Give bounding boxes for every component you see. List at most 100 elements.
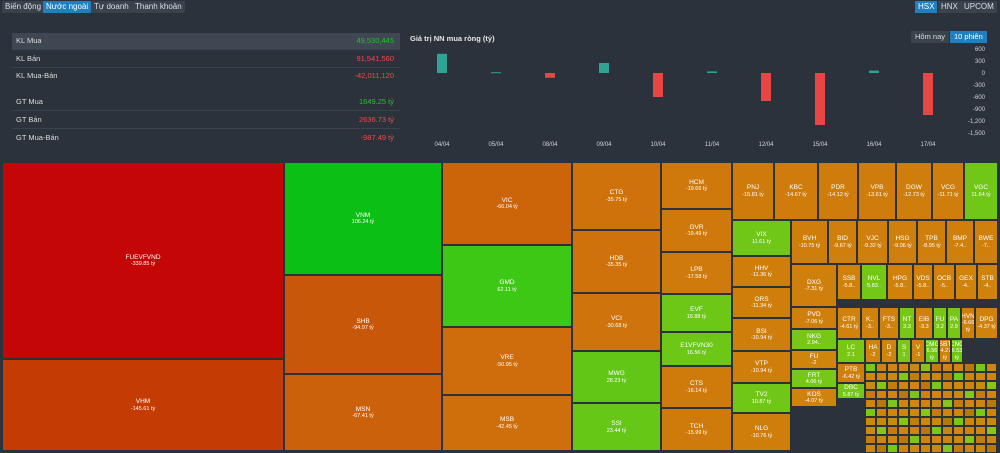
treemap-small-cell[interactable]	[909, 363, 920, 372]
treemap-cell[interactable]: CTS -16.14 tỷ	[661, 366, 732, 408]
treemap-small-cell[interactable]	[920, 363, 931, 372]
treemap-cell[interactable]: CTG -35.75 tỷ	[572, 162, 661, 230]
treemap-cell[interactable]: E1VFVN30 16.56 tỷ	[661, 332, 732, 366]
treemap-cell[interactable]: DBC 5.87 tỷ	[837, 383, 865, 399]
treemap-cell[interactable]: CNG6.53 tỷ	[951, 339, 963, 363]
treemap-small-cell[interactable]	[909, 408, 920, 417]
treemap-cell[interactable]: SSB -5.8..	[837, 264, 861, 300]
treemap-small-cell[interactable]	[909, 399, 920, 408]
treemap-small-cell[interactable]	[931, 390, 942, 399]
treemap-cell[interactable]: ORS -11.34 tỷ	[732, 287, 791, 318]
treemap-cell[interactable]: VJC -9.32 tỷ	[857, 220, 888, 264]
treemap-cell[interactable]: NLG -10.76 tỷ	[732, 413, 791, 451]
treemap-cell[interactable]: FU -2	[791, 350, 837, 369]
treemap-cell[interactable]: VGC 11.64 tỷ	[964, 162, 998, 220]
treemap-small-cell[interactable]	[920, 408, 931, 417]
treemap-cell[interactable]: DGW -12.73 tỷ	[896, 162, 932, 220]
treemap-small-cell[interactable]	[876, 363, 887, 372]
treemap-small-cell[interactable]	[975, 408, 986, 417]
treemap-small-cell[interactable]	[942, 390, 953, 399]
treemap-small-cell[interactable]	[986, 390, 997, 399]
tab-tu-doanh[interactable]: Tự doanh	[91, 1, 132, 13]
treemap-small-cell[interactable]	[986, 417, 997, 426]
treemap-small-cell[interactable]	[920, 426, 931, 435]
treemap-small-cell[interactable]	[920, 435, 931, 444]
treemap-small-cell[interactable]	[876, 390, 887, 399]
treemap-small-cell[interactable]	[953, 435, 964, 444]
treemap-cell[interactable]: BWE -7..	[974, 220, 998, 264]
treemap-cell[interactable]: VCG -11.71 tỷ	[932, 162, 964, 220]
treemap-small-cell[interactable]	[909, 435, 920, 444]
treemap-cell[interactable]: PA 2.9	[947, 307, 961, 339]
bar[interactable]	[761, 73, 771, 101]
treemap-small-cell[interactable]	[876, 399, 887, 408]
treemap-small-cell[interactable]	[931, 372, 942, 381]
treemap-cell[interactable]: DPG -4.37 tỷ	[975, 307, 998, 339]
treemap-cell[interactable]: BMP -7.4..	[946, 220, 974, 264]
treemap-cell[interactable]: STB -4..	[977, 264, 998, 300]
treemap-small-cell[interactable]	[909, 426, 920, 435]
treemap-cell[interactable]: SBT -4.27 tỷ	[939, 339, 951, 363]
treemap-small-cell[interactable]	[986, 444, 997, 453]
treemap-small-cell[interactable]	[964, 390, 975, 399]
treemap-small-cell[interactable]	[964, 399, 975, 408]
treemap-small-cell[interactable]	[964, 408, 975, 417]
treemap-cell[interactable]: NVL 5.83..	[861, 264, 887, 300]
treemap-small-cell[interactable]	[865, 408, 876, 417]
treemap-cell[interactable]: BVH -10.75 tỷ	[791, 220, 828, 264]
treemap-small-cell[interactable]	[953, 426, 964, 435]
treemap-small-cell[interactable]	[986, 372, 997, 381]
treemap-small-cell[interactable]	[887, 444, 898, 453]
treemap-small-cell[interactable]	[920, 372, 931, 381]
treemap-cell[interactable]: KOS -4.07 tỷ	[791, 388, 837, 407]
treemap-small-cell[interactable]	[865, 399, 876, 408]
treemap-cell[interactable]: FU 3.2	[933, 307, 947, 339]
treemap-small-cell[interactable]	[876, 426, 887, 435]
treemap-small-cell[interactable]	[931, 381, 942, 390]
treemap-cell[interactable]: CMG 6.56 tỷ	[925, 339, 939, 363]
treemap-small-cell[interactable]	[953, 363, 964, 372]
treemap-small-cell[interactable]	[964, 426, 975, 435]
treemap-small-cell[interactable]	[931, 435, 942, 444]
bar[interactable]	[599, 63, 609, 73]
treemap-small-cell[interactable]	[909, 372, 920, 381]
treemap-small-cell[interactable]	[898, 372, 909, 381]
treemap-cell[interactable]: VNM 106.24 tỷ	[284, 162, 442, 275]
treemap-small-cell[interactable]	[898, 399, 909, 408]
treemap-cell[interactable]: VHM -145.61 tỷ	[2, 359, 284, 451]
bar[interactable]	[815, 73, 825, 125]
treemap-cell[interactable]: HSG -9.06 tỷ	[888, 220, 917, 264]
treemap-small-cell[interactable]	[975, 381, 986, 390]
treemap-small-cell[interactable]	[942, 372, 953, 381]
treemap-small-cell[interactable]	[964, 372, 975, 381]
treemap-small-cell[interactable]	[975, 399, 986, 408]
treemap-cell[interactable]: PTB -6.42 tỷ	[837, 363, 865, 383]
treemap-cell[interactable]: K.. -3..	[861, 307, 879, 339]
treemap-small-cell[interactable]	[964, 417, 975, 426]
treemap-small-cell[interactable]	[953, 408, 964, 417]
treemap-small-cell[interactable]	[898, 390, 909, 399]
treemap-small-cell[interactable]	[887, 426, 898, 435]
treemap-cell[interactable]: PVD -7.06 tỷ	[791, 307, 837, 329]
treemap-cell[interactable]: BSI -10.94 tỷ	[732, 318, 791, 351]
treemap-cell[interactable]: MWG 28.23 tỷ	[572, 351, 661, 403]
treemap-small-cell[interactable]	[964, 363, 975, 372]
tab-thanh-khoan[interactable]: Thanh khoản	[132, 1, 185, 13]
treemap-small-cell[interactable]	[865, 372, 876, 381]
treemap-small-cell[interactable]	[953, 399, 964, 408]
treemap-small-cell[interactable]	[986, 381, 997, 390]
treemap-cell[interactable]: DXG -7.31 tỷ	[791, 264, 837, 307]
treemap-small-cell[interactable]	[964, 435, 975, 444]
treemap-small-cell[interactable]	[876, 417, 887, 426]
treemap-small-cell[interactable]	[975, 435, 986, 444]
tab-nuoc-ngoai[interactable]: Nước ngoài	[43, 1, 92, 13]
tab-bien-dong[interactable]: Biến động	[2, 1, 45, 13]
treemap-small-cell[interactable]	[931, 426, 942, 435]
treemap-cell[interactable]: SHB -94.97 tỷ	[284, 275, 442, 374]
treemap-cell[interactable]: HA -2	[865, 339, 881, 363]
treemap-small-cell[interactable]	[865, 363, 876, 372]
treemap-cell[interactable]: VIX 11.61 tỷ	[732, 220, 791, 256]
bar[interactable]	[869, 70, 879, 73]
treemap-small-cell[interactable]	[898, 444, 909, 453]
bar[interactable]	[707, 71, 717, 73]
